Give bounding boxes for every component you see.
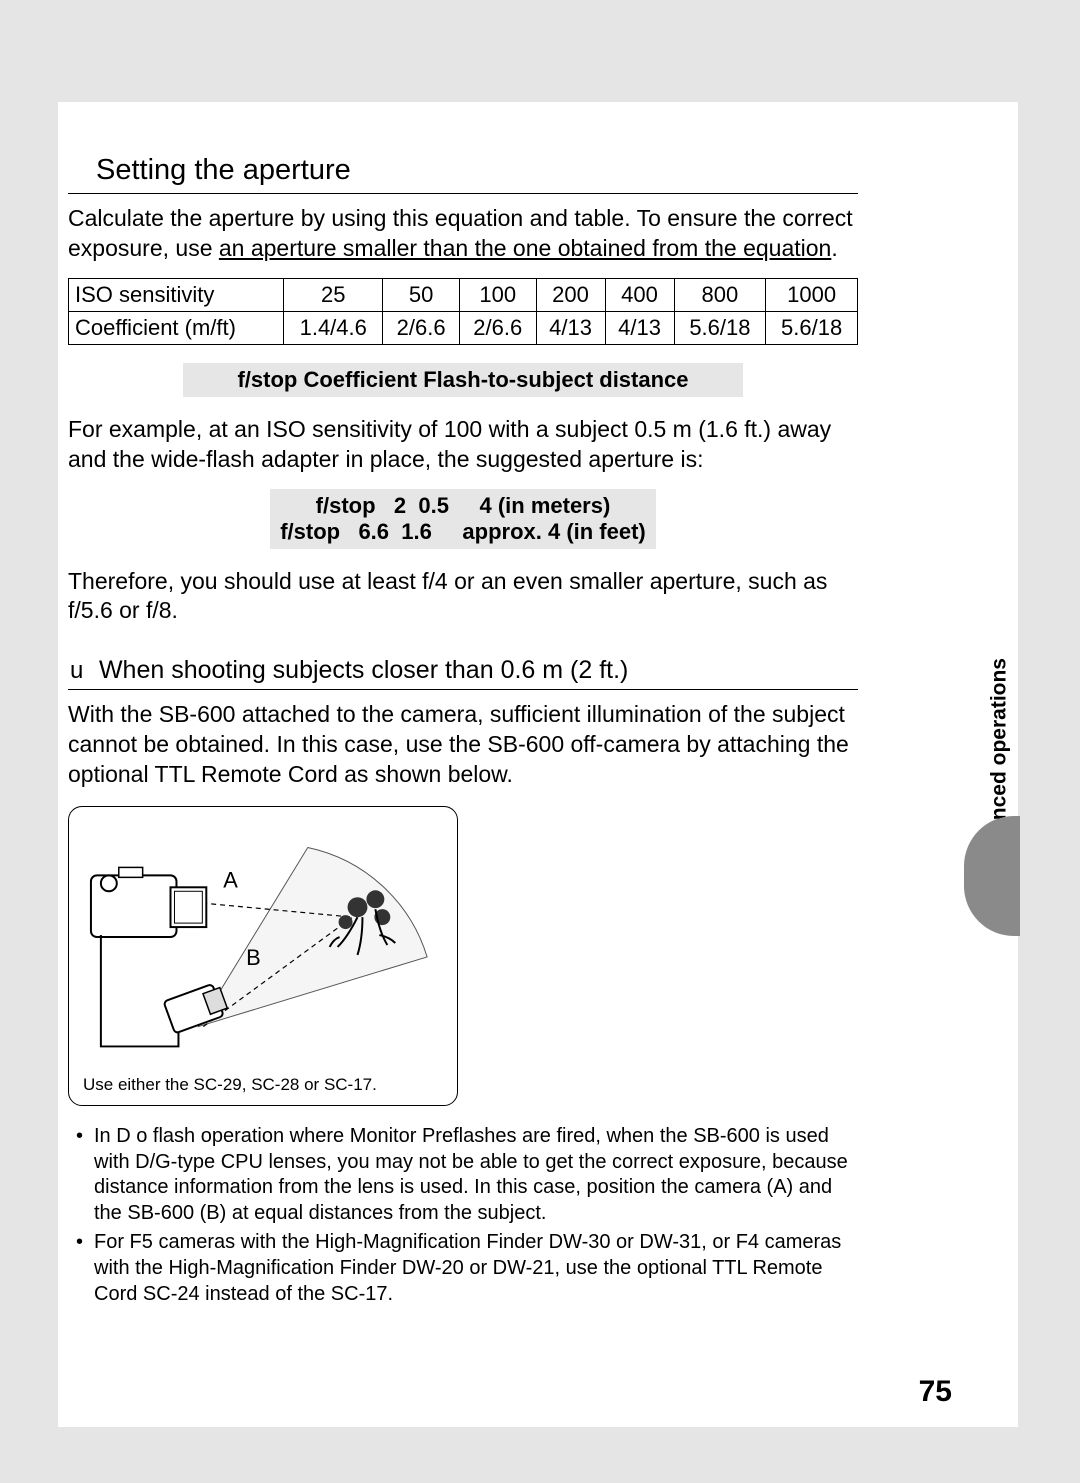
side-tab-blob: [964, 816, 1020, 936]
page: Setting the aperture Calculate the apert…: [58, 102, 1018, 1427]
intro-underline: an aperture smaller than the one obtaine…: [219, 235, 831, 261]
table-cell: 400: [605, 278, 674, 311]
example-paragraph: For example, at an ISO sensitivity of 10…: [68, 415, 858, 475]
table-cell: 5.6/18: [766, 311, 858, 344]
table-cell: 2/6.6: [383, 311, 460, 344]
diagram-label-b: B: [246, 945, 261, 970]
formula-line-1: f/stop 2 0.5 4 (in meters): [280, 493, 646, 519]
notes-list: In D o flash operation where Monitor Pre…: [68, 1124, 858, 1307]
table-cell: 4/13: [605, 311, 674, 344]
diagram: A B Use either the SC-29, SC-28 or SC-17…: [68, 806, 458, 1106]
sub-heading: u When shooting subjects closer than 0.6…: [68, 650, 858, 690]
page-number: 75: [919, 1375, 952, 1409]
bullet-marker: u: [70, 657, 92, 685]
content-area: Setting the aperture Calculate the apert…: [58, 150, 858, 1311]
diagram-label-a: A: [223, 867, 238, 892]
cell-label: ISO sensitivity: [69, 278, 284, 311]
table-cell: 200: [536, 278, 605, 311]
table-cell: 1000: [766, 278, 858, 311]
table-cell: 50: [383, 278, 460, 311]
sub-heading-text: When shooting subjects closer than 0.6 m…: [99, 656, 628, 684]
table-cell: 5.6/18: [674, 311, 766, 344]
table-cell: 100: [459, 278, 536, 311]
formula-line-2: f/stop 6.6 1.6 approx. 4 (in feet): [280, 519, 646, 545]
table-cell: 800: [674, 278, 766, 311]
table-cell: 4/13: [536, 311, 605, 344]
intro-paragraph: Calculate the aperture by using this equ…: [68, 204, 858, 264]
formula-example: f/stop 2 0.5 4 (in meters) f/stop 6.6 1.…: [270, 489, 656, 549]
sub-body-paragraph: With the SB-600 attached to the camera, …: [68, 700, 858, 790]
intro-text-2: .: [831, 235, 837, 261]
side-tab: Advanced operations: [928, 658, 958, 918]
diagram-caption: Use either the SC-29, SC-28 or SC-17.: [83, 1075, 377, 1095]
list-item: For F5 cameras with the High-Magnificati…: [72, 1230, 858, 1307]
table-row: Coefficient (m/ft) 1.4/4.6 2/6.6 2/6.6 4…: [69, 311, 858, 344]
table-cell: 25: [284, 278, 383, 311]
cell-label: Coefficient (m/ft): [69, 311, 284, 344]
section-title: Setting the aperture: [68, 150, 858, 194]
iso-table: ISO sensitivity 25 50 100 200 400 800 10…: [68, 278, 858, 345]
diagram-svg: A B: [79, 817, 447, 1067]
table-cell: 1.4/4.6: [284, 311, 383, 344]
list-item: In D o flash operation where Monitor Pre…: [72, 1124, 858, 1226]
formula-main: f/stop Coefficient Flash-to-subject dist…: [183, 363, 743, 397]
table-cell: 2/6.6: [459, 311, 536, 344]
table-row: ISO sensitivity 25 50 100 200 400 800 10…: [69, 278, 858, 311]
therefore-paragraph: Therefore, you should use at least f/4 o…: [68, 567, 858, 627]
